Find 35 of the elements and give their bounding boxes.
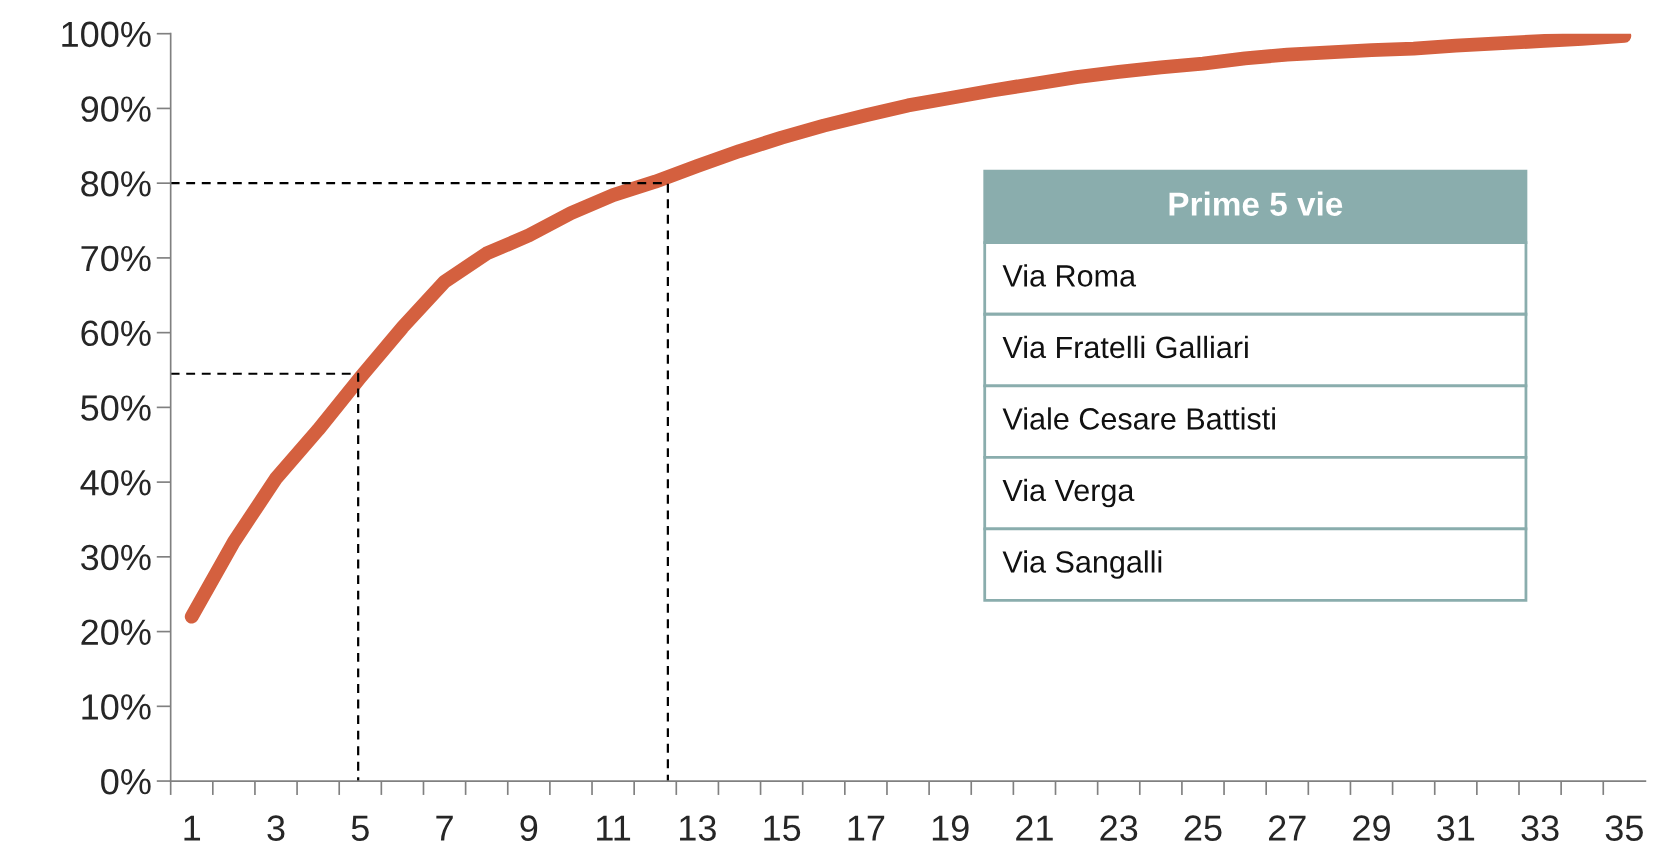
x-tick-label: 1: [184, 815, 201, 841]
annotation: Via Sangalli: [1002, 550, 1162, 579]
y-tick-label: 90%: [81, 96, 151, 122]
x-tick-label: 17: [848, 815, 885, 841]
y-tick-label: 80%: [81, 171, 151, 197]
x-tick-label: 23: [1100, 815, 1138, 841]
x-tick-label: 33: [1521, 815, 1559, 841]
y-tick-label: 0%: [101, 768, 151, 795]
annotation: Prime 5 vie: [1169, 191, 1343, 216]
annotation: Viale Cesare Battisti: [1002, 407, 1275, 430]
y-tick-label: 40%: [80, 469, 151, 496]
y-tick-label: 50%: [81, 395, 151, 421]
annotation: Via Verga: [1002, 478, 1135, 508]
y-tick-label: 10%: [82, 694, 151, 720]
x-tick-label: 7: [436, 815, 453, 841]
x-tick-label: 25: [1184, 815, 1222, 841]
x-tick-label: 3: [267, 815, 285, 841]
y-tick-label: 60%: [81, 320, 151, 347]
y-tick-label: 30%: [81, 544, 151, 571]
x-tick-label: 5: [351, 815, 369, 841]
x-tick-label: 11: [597, 815, 631, 841]
y-tick-label: 70%: [81, 245, 151, 272]
annotation: Via Roma: [1002, 264, 1137, 287]
annotation: Via Fratelli Galliari: [1002, 335, 1248, 359]
x-tick-label: 35: [1605, 815, 1643, 841]
x-tick-label: 27: [1268, 815, 1306, 841]
x-tick-label: 19: [932, 815, 969, 841]
x-tick-label: 29: [1353, 815, 1390, 841]
y-tick-label: 100%: [62, 21, 151, 48]
x-tick-label: 31: [1437, 815, 1475, 841]
x-tick-label: 9: [520, 815, 538, 841]
x-tick-label: 15: [764, 815, 801, 841]
x-tick-label: 13: [680, 815, 716, 841]
x-tick-label: 21: [1016, 815, 1053, 841]
y-tick-label: 20%: [81, 619, 151, 646]
